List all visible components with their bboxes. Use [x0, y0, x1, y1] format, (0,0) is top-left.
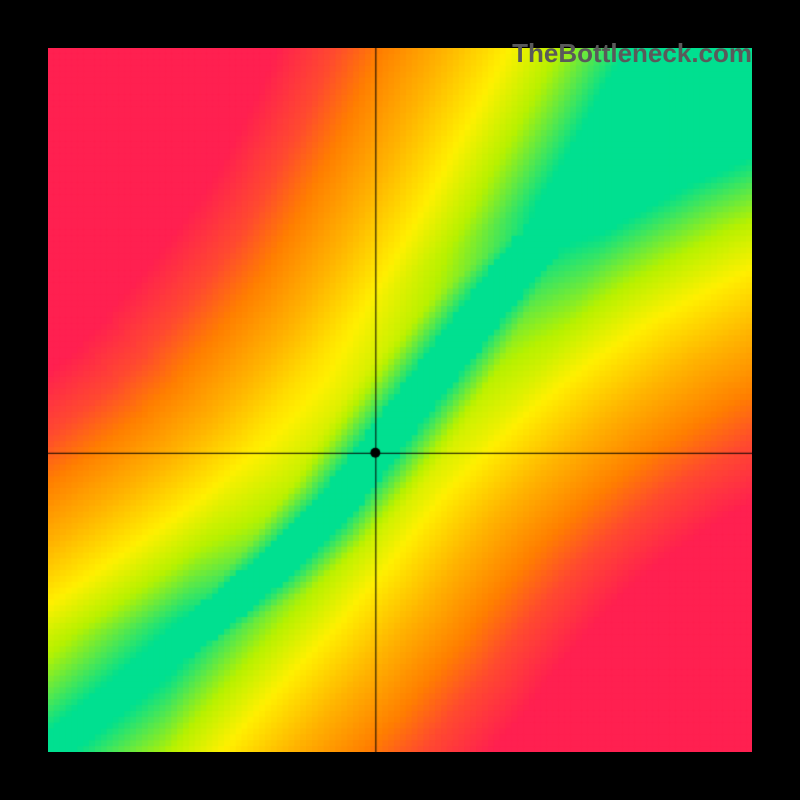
chart-container: TheBottleneck.com [0, 0, 800, 800]
watermark-text: TheBottleneck.com [512, 38, 752, 69]
bottleneck-heatmap [48, 48, 752, 752]
